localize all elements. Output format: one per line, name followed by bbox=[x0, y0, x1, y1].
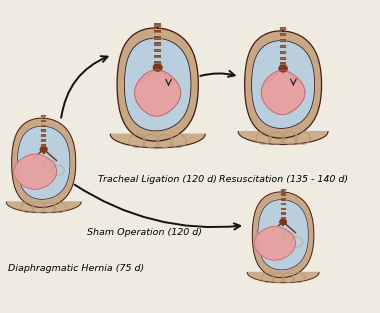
Bar bbox=[154, 49, 161, 52]
Bar bbox=[280, 33, 286, 36]
Polygon shape bbox=[254, 226, 296, 260]
Polygon shape bbox=[258, 200, 308, 270]
Text: Tracheal Ligation (120 d): Tracheal Ligation (120 d) bbox=[98, 175, 217, 184]
Polygon shape bbox=[17, 126, 70, 199]
Polygon shape bbox=[110, 134, 205, 148]
Bar bbox=[280, 57, 286, 60]
Bar bbox=[280, 44, 286, 48]
Bar bbox=[281, 217, 285, 220]
Polygon shape bbox=[124, 38, 191, 131]
Bar bbox=[281, 203, 285, 205]
Polygon shape bbox=[117, 28, 198, 141]
Text: Diaphragmatic Hernia (75 d): Diaphragmatic Hernia (75 d) bbox=[8, 264, 144, 274]
Polygon shape bbox=[245, 31, 321, 138]
Bar bbox=[41, 135, 46, 137]
Polygon shape bbox=[252, 192, 314, 278]
Bar bbox=[280, 63, 286, 66]
Circle shape bbox=[279, 65, 287, 72]
Bar bbox=[154, 55, 161, 59]
Bar bbox=[154, 61, 161, 65]
Polygon shape bbox=[14, 154, 57, 189]
Text: Sham Operation (120 d): Sham Operation (120 d) bbox=[87, 228, 202, 238]
Polygon shape bbox=[6, 202, 81, 213]
Circle shape bbox=[280, 219, 287, 225]
Bar bbox=[41, 115, 46, 117]
Bar bbox=[281, 212, 285, 215]
Bar bbox=[281, 208, 285, 210]
Bar bbox=[281, 198, 285, 201]
Bar bbox=[154, 36, 161, 39]
Bar bbox=[41, 120, 46, 122]
Bar bbox=[154, 42, 161, 46]
Polygon shape bbox=[12, 118, 76, 208]
Polygon shape bbox=[135, 70, 181, 116]
Bar bbox=[281, 193, 285, 196]
Bar bbox=[280, 38, 286, 42]
Circle shape bbox=[154, 64, 162, 71]
Bar bbox=[41, 139, 46, 142]
Polygon shape bbox=[252, 41, 315, 128]
Circle shape bbox=[40, 146, 47, 152]
Bar bbox=[281, 188, 285, 191]
Bar bbox=[280, 51, 286, 54]
Bar bbox=[280, 27, 286, 30]
Text: Resuscitation (135 - 140 d): Resuscitation (135 - 140 d) bbox=[218, 175, 348, 184]
Polygon shape bbox=[261, 70, 305, 115]
Bar bbox=[41, 125, 46, 127]
Polygon shape bbox=[247, 272, 319, 283]
Bar bbox=[154, 30, 161, 33]
Bar bbox=[41, 130, 46, 132]
Polygon shape bbox=[238, 131, 328, 145]
Bar bbox=[41, 144, 46, 147]
Bar bbox=[154, 23, 161, 27]
